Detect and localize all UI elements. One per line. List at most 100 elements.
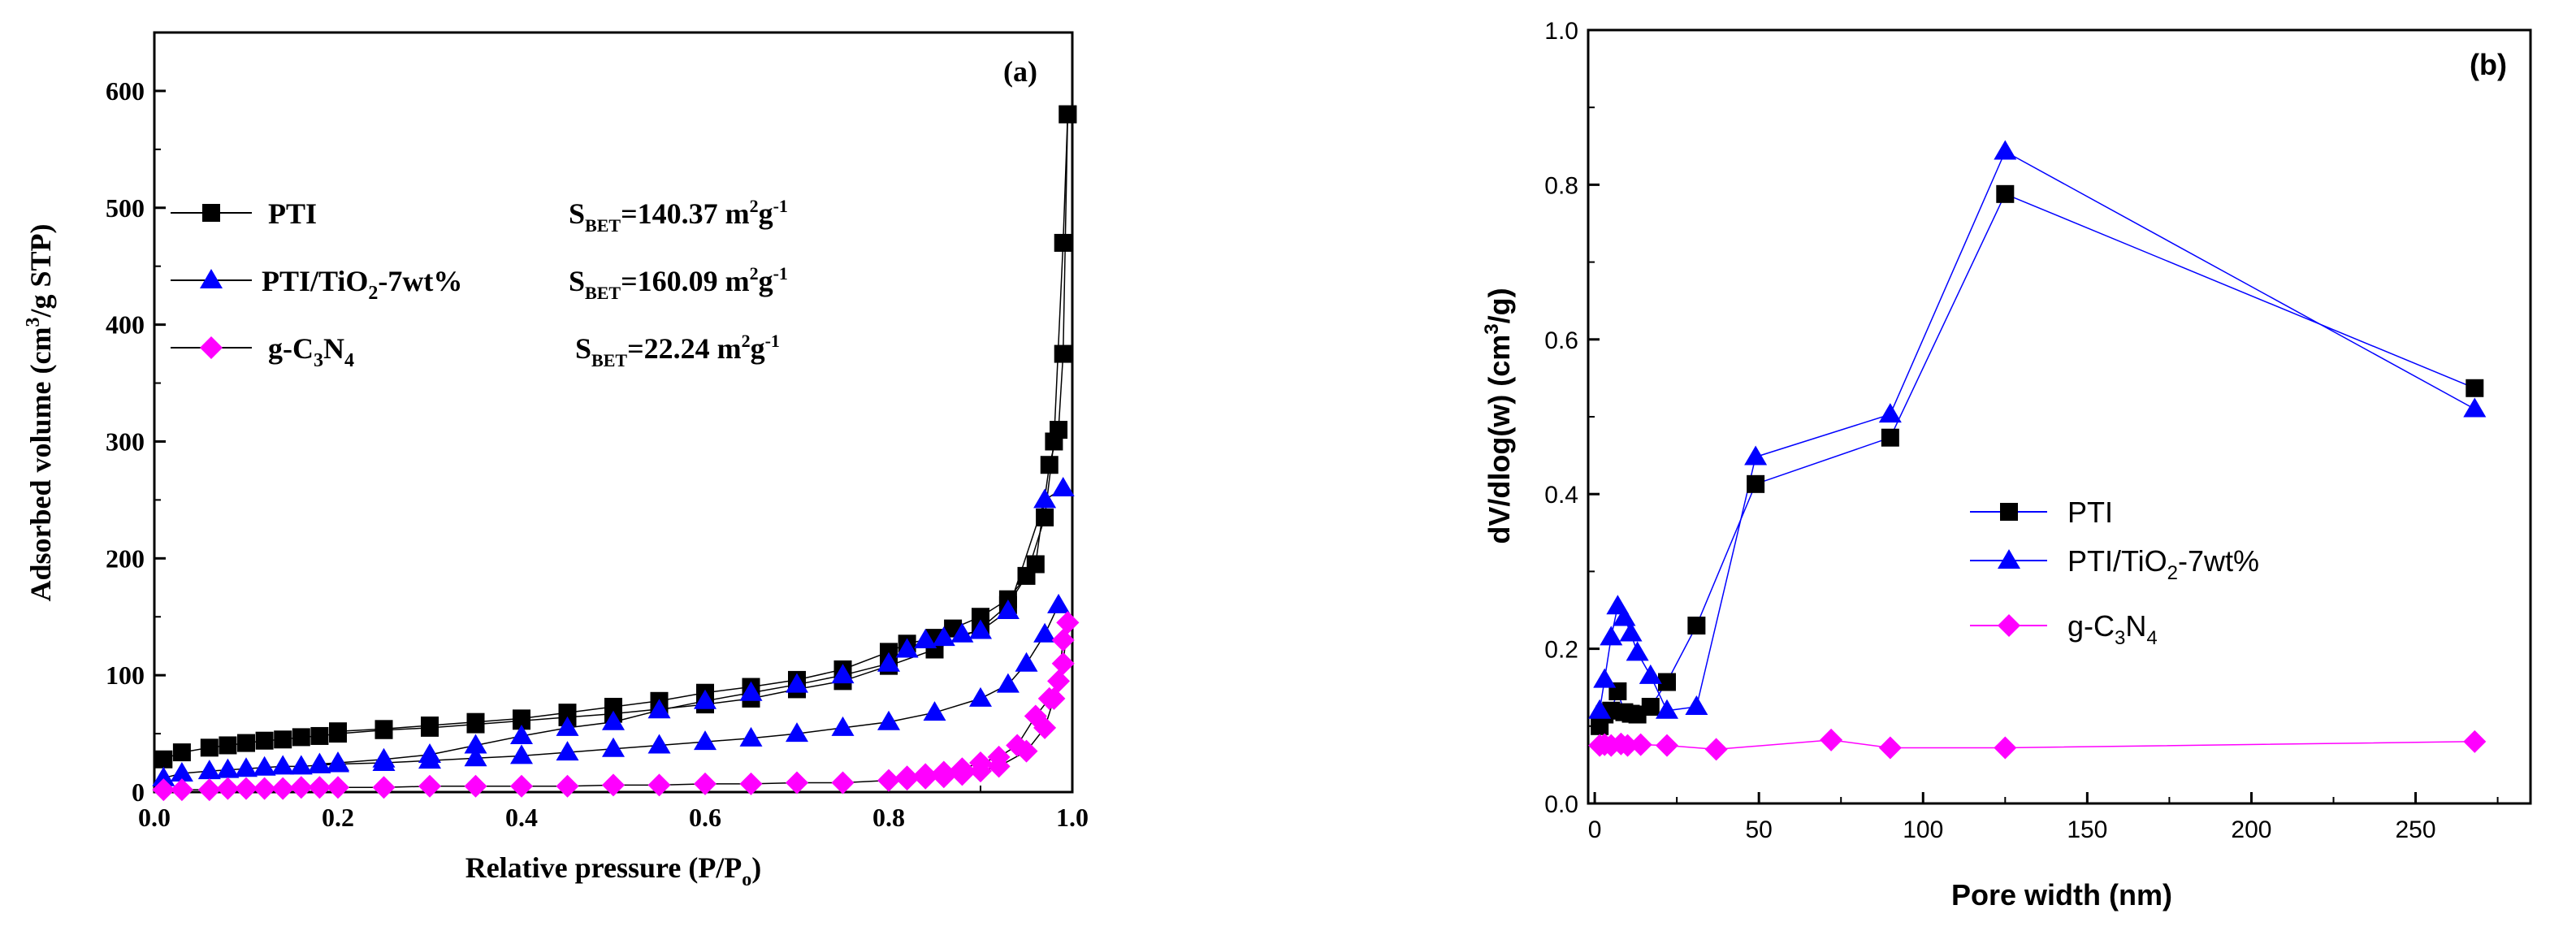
data-point-a [200,738,219,757]
y-axis-label-b: dV/dlog(w) (cm3/g) [1481,288,1516,543]
data-point-a [216,758,240,778]
data-point-a [831,664,855,684]
data-point-a [197,760,221,780]
data-point-a [327,776,349,799]
data-point-a [152,766,175,786]
data-point-a [739,726,763,747]
data-point-a [604,697,622,716]
data-point-b [1593,668,1617,688]
data-point-a [1037,686,1061,710]
data-point-b [2463,397,2487,418]
data-point-a [602,737,625,757]
data-point-b [1820,728,1843,751]
data-point-a [237,734,255,752]
data-point-a [694,689,717,709]
data-point-a [464,747,487,767]
data-point-b [1616,734,1639,757]
legend-b-pti: PTI [1970,496,2113,529]
data-point-b [1619,621,1643,642]
data-point-a [647,773,671,797]
x-tick-label-b: 150 [2067,816,2107,843]
data-point-a [418,743,441,763]
panel-label-a: (a) [1003,55,1037,88]
legend-a-pti-marker [202,204,220,222]
legend-b-gcn-label: g-C3N4 [2067,609,2158,649]
data-point-a [602,773,625,797]
data-point-a [998,590,1017,608]
data-point-b [1613,606,1636,626]
data-point-a [289,776,313,799]
data-point-a [253,756,276,776]
y-tick-label-b: 1.0 [1544,18,1578,45]
data-point-b [1600,626,1623,646]
data-point-a [271,755,295,775]
data-point-b [1685,695,1708,715]
data-point-b [1747,474,1765,493]
series-markers-b [1588,140,2487,761]
data-point-a [292,728,310,747]
y-tick-label-a: 500 [106,193,145,223]
data-point-a [464,734,487,754]
y-tick-label-b: 0.4 [1544,482,1578,509]
data-point-b [1878,736,1902,760]
x-axis-label-b: Pore width (nm) [1951,878,2172,912]
data-point-b [1704,738,1728,761]
legend-b-pti-marker [2000,503,2018,521]
legend-a-pti-label: PTI [268,197,317,230]
data-point-a [786,673,808,693]
x-tick-label-b: 100 [1903,816,1943,843]
data-point-a [466,712,485,731]
data-point-a [172,743,191,762]
x-tick-label-b: 50 [1745,816,1772,843]
x-tick-label-b: 0 [1588,816,1602,843]
data-point-b [1629,733,1652,756]
data-point-a [558,704,577,722]
data-point-b [1878,403,1902,423]
chart-b: 0 50 100 150 200 250 0.0 0.2 0.4 0.6 0.8 1.0 (b) Po… [1481,18,2532,912]
data-point-a [1056,611,1080,634]
data-point-a [972,608,989,626]
data-point-a [197,778,221,802]
data-point-a [170,761,193,782]
data-point-a [739,772,763,795]
data-point-a [1050,421,1068,440]
data-point-a [831,716,855,736]
y-tick-label-a: 100 [106,660,145,690]
data-point-a [1033,622,1057,643]
legend-a-tio2-marker [200,269,223,288]
data-point-a [310,726,329,745]
data-point-b [1588,699,1612,719]
data-point-a [923,701,946,721]
axes-b: 0 50 100 150 200 250 0.0 0.2 0.4 0.6 0.8 1.0 [1544,18,2499,843]
legend-a-tio2: PTI/TiO2-7wt% SBET=160.09 m2g-1 [171,263,788,304]
legend-a-gcn: g-C3N4 SBET=22.24 m2g-1 [171,331,780,371]
y-tick-label-a: 200 [106,543,145,573]
data-point-a [877,769,900,792]
legend-a-pti-bet: SBET=140.37 m2g-1 [569,196,788,236]
plot-frame-a [153,31,1074,794]
legend-b-gcn-marker [1998,614,2020,637]
data-point-a [831,771,855,795]
data-point-a [950,622,974,643]
data-point-a [786,722,808,743]
y-tick-label-b: 0.0 [1544,791,1578,818]
data-point-a [1047,669,1071,693]
data-point-a [271,777,295,800]
data-point-a [647,734,671,754]
data-point-a [513,709,530,728]
data-point-a [1047,593,1071,613]
data-point-a [510,724,533,744]
chart-a: 0.0 0.2 0.4 0.6 0.8 1.0 0 100 200 300 400 500 600 (a… [23,31,1089,890]
data-point-a [602,710,625,730]
x-tick-label-a: 1.0 [1056,803,1089,832]
series-line-a [319,487,1064,765]
data-point-a [880,643,898,661]
data-point-a [154,750,173,769]
data-point-a [510,744,533,764]
x-axis-label-a: Relative pressure (P/Po) [465,851,762,890]
data-point-a [235,777,258,800]
legend-a-tio2-label: PTI/TiO2-7wt% [262,265,462,304]
data-point-a [895,638,919,658]
data-point-a [308,752,331,773]
data-point-a [308,776,331,799]
